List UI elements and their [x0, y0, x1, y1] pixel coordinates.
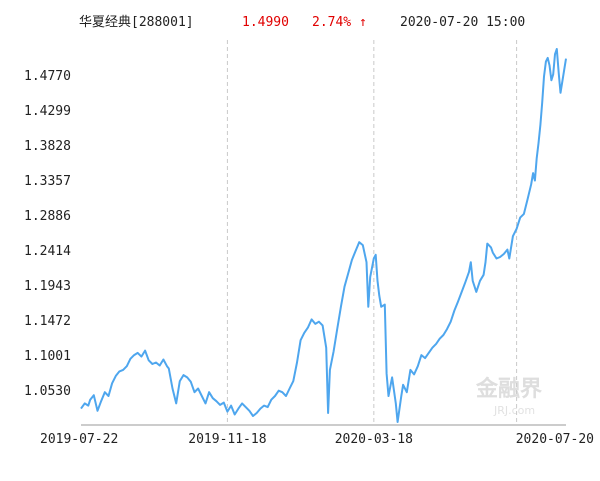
x-tick-label: 2020-07-20 [516, 432, 594, 447]
y-tick-label: 1.3357 [24, 174, 71, 189]
y-axis-ticks: 1.0530 1.1001 1.1472 1.1943 1.2414 1.2886 1.33… [24, 69, 71, 399]
y-tick-label: 1.3828 [24, 139, 71, 154]
x-tick-label: 2019-11-18 [188, 432, 266, 447]
series-layer [80, 48, 567, 423]
fund-change: 2.74% ↑ [312, 15, 367, 30]
y-tick-label: 1.2414 [24, 244, 71, 259]
fund-price: 1.4990 [242, 15, 289, 30]
x-tick-label: 2020-03-18 [335, 432, 413, 447]
y-tick-label: 1.0530 [24, 384, 71, 399]
x-tick-label: 2019-07-22 [40, 432, 118, 447]
grid-layer [226, 40, 518, 425]
y-tick-label: 1.2886 [24, 209, 71, 224]
jrj-watermark: 金融界 JRJ.com [475, 376, 542, 417]
fund-name: 华夏经典[288001] [79, 15, 194, 30]
y-tick-label: 1.4299 [24, 104, 71, 119]
y-tick-label: 1.1943 [24, 279, 71, 294]
y-tick-label: 1.1472 [24, 314, 71, 329]
quote-datetime: 2020-07-20 15:00 [400, 15, 525, 30]
x-axis-ticks: 2019-07-22 2019-11-18 2020-03-18 2020-07-20 [40, 432, 594, 447]
nav-series-line [80, 48, 567, 423]
watermark-cn: 金融界 [475, 376, 542, 402]
y-tick-label: 1.4770 [24, 69, 71, 84]
watermark-en: JRJ.com [493, 404, 535, 417]
y-tick-label: 1.1001 [24, 349, 71, 364]
